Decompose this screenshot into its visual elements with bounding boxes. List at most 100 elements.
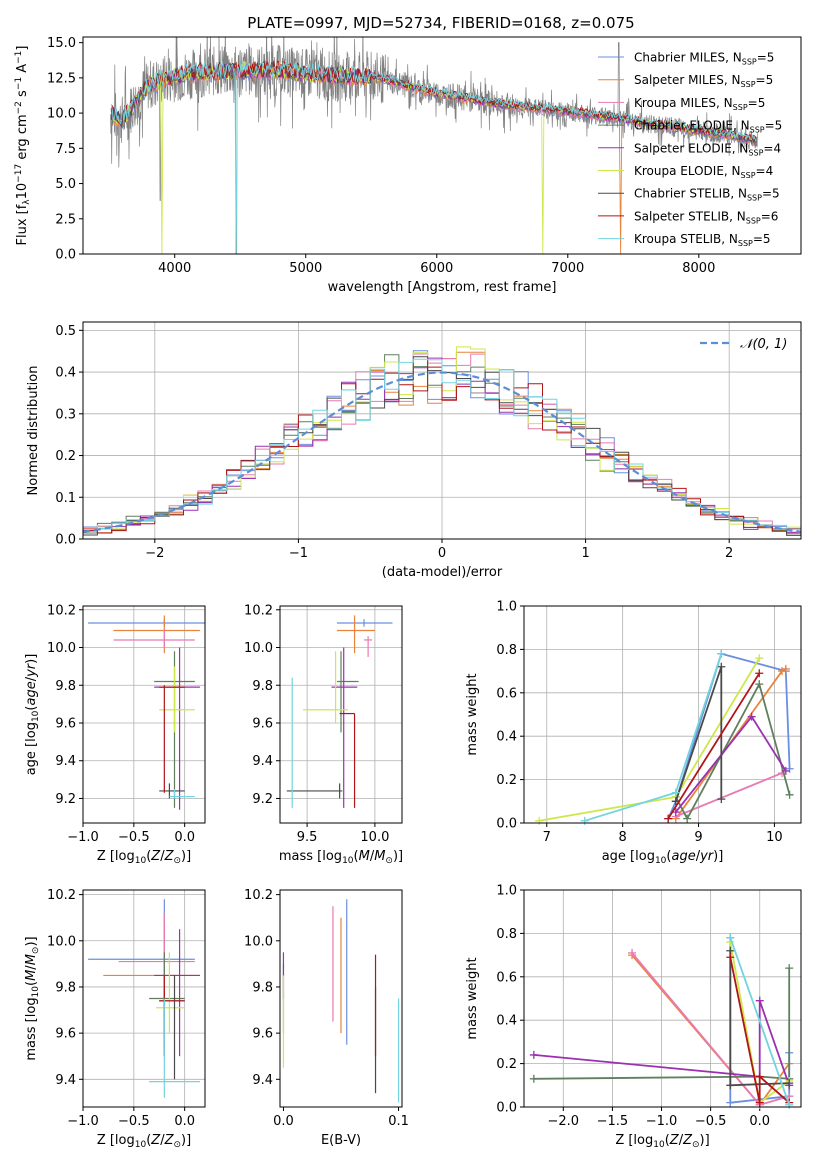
mass-weight-line: [675, 715, 787, 813]
y-tick-label: 10.0: [47, 107, 76, 122]
y-tick-label: 1.0: [496, 600, 517, 615]
x-axis-label: Z [log10(Z/Z⊙)]: [97, 849, 191, 866]
axes-mass_vs_Z: −1.0 −0.5 0.0 9.4 9.6 9.8 10.0 10.2 Z [log10(Z/Z…: [24, 888, 206, 1150]
x-tick-label: −1.0: [67, 830, 99, 845]
y-tick-label: 9.2: [252, 792, 273, 807]
y-tick-label: 0.2: [496, 773, 517, 788]
y-tick-label: 0.4: [55, 366, 76, 381]
residual-histogram: [83, 358, 801, 530]
axes-weight_vs_age: 7 8 9 10 0.0 0.2 0.4 0.6 0.8 1.0 age [log10(age/yr…: [465, 600, 802, 866]
axes-frame: [82, 36, 802, 255]
y-tick-label: 10.0: [47, 641, 76, 656]
y-tick-label: 0.6: [496, 686, 517, 701]
mass-weight-marker: [755, 996, 764, 1005]
y-tick-label: 5.0: [55, 177, 76, 192]
axes-frame: [523, 889, 802, 1108]
x-tick-label: 4000: [158, 261, 191, 276]
x-tick-label: 0.0: [749, 1114, 770, 1129]
x-tick-label: 0: [438, 546, 446, 561]
y-tick-label: 12.5: [47, 71, 76, 86]
mass-weight-marker: [755, 1072, 764, 1081]
mass-weight-marker: [535, 816, 544, 825]
y-tick-label: 0.3: [55, 407, 76, 422]
y-tick-label: 0.0: [496, 1101, 517, 1116]
y-tick-label: 9.4: [55, 1073, 76, 1088]
y-tick-label: 9.6: [55, 716, 76, 731]
y-tick-label: 9.4: [252, 1073, 273, 1088]
y-axis-label: Normed distribution: [26, 366, 41, 496]
mass-weight-line: [729, 937, 791, 1106]
y-axis-label: mass weight: [465, 957, 480, 1039]
y-axis-label: mass [log10(M/M⊙)]: [24, 936, 41, 1060]
mass-weight-marker: [755, 680, 764, 689]
axes-residuals: −2 −1 0 1 2 0.0 0.1 0.2 0.3 0.4 0.5 (data-model)/er…: [26, 321, 802, 580]
axes-frame: [279, 889, 403, 1108]
axes-age_vs_mass: 9.5 10.0 9.2 9.4 9.6 9.8 10.0 10.2 mass [log10(M…: [244, 603, 403, 866]
axes-frame: [82, 889, 206, 1108]
x-tick-label: 2: [725, 546, 733, 561]
y-axis-label: mass weight: [465, 673, 480, 755]
x-tick-label: 7: [543, 830, 551, 845]
observed-spectrum-line: [110, 37, 758, 254]
y-tick-label: 7.5: [55, 142, 76, 157]
mass-weight-marker: [785, 790, 794, 799]
mass-weight-line: [729, 957, 790, 1104]
y-tick-label: 0.4: [496, 1014, 517, 1029]
y-tick-label: 9.8: [252, 980, 273, 995]
normal-reference-curve: [82, 371, 802, 533]
legend-entry: Chabrier MILES, NSSP=5: [634, 51, 774, 67]
mass-weight-marker: [755, 1098, 764, 1107]
y-tick-label: 0.5: [55, 324, 76, 339]
mass-weight-line: [667, 672, 761, 820]
y-tick-label: 0.8: [496, 643, 517, 658]
x-tick-label: 9.5: [297, 830, 318, 845]
y-tick-label: 0.2: [496, 1057, 517, 1072]
axes-spectrum: 4000 5000 6000 7000 8000 0.0 2.5 5.0 7.5 10.0 12.5…: [14, 36, 802, 295]
x-tick-label: 8000: [682, 261, 715, 276]
axes-frame: [523, 605, 802, 824]
mass-weight-marker: [755, 654, 764, 663]
y-tick-label: 9.2: [55, 792, 76, 807]
axes-frame: [82, 321, 802, 540]
x-tick-label: 7000: [551, 261, 584, 276]
x-tick-label: −0.5: [118, 1114, 150, 1129]
y-tick-label: 10.0: [47, 934, 76, 949]
y-tick-label: 10.2: [244, 603, 273, 618]
y-tick-label: 10.0: [244, 641, 273, 656]
x-tick-label: 10: [766, 830, 783, 845]
mass-weight-marker: [781, 664, 790, 673]
x-tick-label: 0.0: [273, 1114, 294, 1129]
y-tick-label: 15.0: [47, 36, 76, 51]
x-tick-label: 10.0: [360, 830, 389, 845]
mass-weight-marker: [726, 953, 735, 962]
axes-frame: [279, 605, 403, 824]
y-axis-label: age [log10(age/yr)]: [24, 654, 41, 776]
x-tick-label: 1: [581, 546, 589, 561]
legend-entry: Kroupa STELIB, NSSP=5: [634, 232, 771, 248]
y-tick-label: 1.0: [496, 884, 517, 899]
mass-weight-marker: [747, 712, 756, 721]
y-tick-label: 0.1: [55, 491, 76, 506]
axes-frame: [82, 605, 206, 824]
y-tick-label: 10.0: [244, 934, 273, 949]
x-tick-label: −2.0: [548, 1114, 580, 1129]
y-tick-label: 9.8: [55, 980, 76, 995]
legend: Chabrier MILES, NSSP=5 Salpeter MILES, NS…: [598, 51, 782, 248]
y-tick-label: 0.4: [496, 730, 517, 745]
mass-weight-marker: [785, 1079, 794, 1088]
y-tick-label: 0.2: [55, 449, 76, 464]
y-tick-label: 9.8: [252, 679, 273, 694]
mass-weight-line: [533, 1000, 791, 1086]
x-axis-label: Z [log10(Z/Z⊙)]: [615, 1133, 709, 1150]
mass-weight-marker: [755, 669, 764, 678]
mass-weight-marker: [717, 795, 726, 804]
axes-age_vs_Z: −1.0 −0.5 0.0 9.2 9.4 9.6 9.8 10.0 10.2 Z [log10(…: [24, 603, 206, 866]
y-tick-label: 0.0: [496, 817, 517, 832]
mass-weight-marker: [785, 964, 794, 973]
x-tick-label: −1.5: [597, 1114, 629, 1129]
legend-entry: 𝒩(0, 1): [740, 337, 787, 352]
x-tick-label: 9: [694, 830, 702, 845]
axes-mass_vs_EBV: 0.0 0.1 9.4 9.6 9.8 10.0 10.2 E(B-V): [244, 888, 409, 1148]
x-tick-label: −2: [145, 546, 164, 561]
legend-entry: Chabrier STELIB, NSSP=5: [634, 187, 780, 203]
